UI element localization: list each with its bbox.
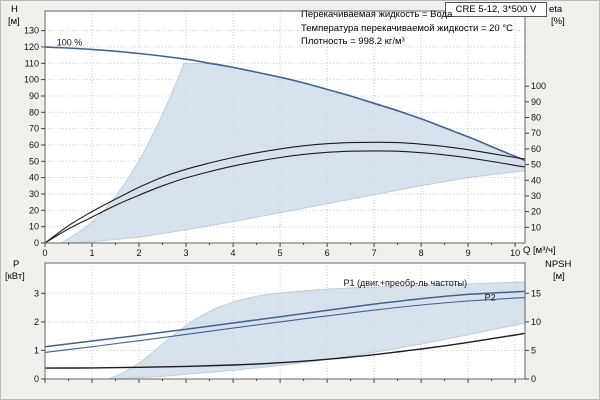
tick-label: 40	[29, 173, 39, 183]
tick-label: 60	[531, 144, 541, 154]
tick-label: 10	[531, 222, 541, 232]
tick-label: 50	[531, 160, 541, 170]
tick-label: 100	[24, 75, 39, 85]
operating-conditions: Перекачиваемая жидкость = Вода Температу…	[301, 8, 513, 49]
power-npsh-chart-border	[44, 262, 526, 380]
tick-label: 10	[29, 222, 39, 232]
tick-label: 80	[29, 107, 39, 117]
pump-model-label: CRE 5-12, 3*500 V	[445, 2, 547, 17]
tick-label: 15	[531, 288, 541, 298]
p-axis-unit: [кВт]	[5, 271, 25, 282]
npsh-axis-label: NPSH	[545, 259, 572, 270]
condition-density: Плотность = 998.2 кг/м³	[301, 36, 405, 47]
tick-label: 1	[34, 345, 39, 355]
tick-label: 5	[531, 345, 536, 355]
condition-temperature: Температура перекачиваемой жидкости = 20…	[301, 22, 513, 34]
tick-label: 10	[531, 317, 541, 327]
tick-label: 0	[34, 374, 39, 384]
tick-label: 90	[29, 91, 39, 101]
condition-fluid: Перекачиваемая жидкость = Вода	[301, 9, 453, 20]
p-axis-label: P	[13, 259, 20, 270]
tick-label: 110	[25, 58, 39, 68]
curve-label: P2	[485, 292, 496, 302]
curve-label: P1 (двиг.+преобр-ль частоты)	[344, 278, 468, 288]
tick-label: 80	[531, 113, 541, 123]
tick-label: 20	[29, 205, 39, 215]
eta-axis-unit: [%]	[551, 16, 565, 27]
tick-label: 9	[466, 248, 471, 258]
tick-label: 0	[531, 374, 536, 384]
eta-pump-curve	[44, 141, 526, 244]
tick-label: 70	[29, 124, 39, 134]
eta-axis-label: eta	[549, 4, 563, 15]
tick-label: 40	[531, 175, 541, 185]
npsh-axis-unit: [м]	[553, 271, 565, 282]
head-efficiency-chart-border	[44, 10, 526, 244]
tick-label: 70	[531, 128, 541, 138]
tick-label: 5	[278, 248, 283, 258]
curve-label: 100 %	[57, 37, 83, 47]
eta-pump-motor-curve	[44, 150, 526, 244]
q-axis-label: Q [м³/ч]	[523, 245, 556, 256]
tick-label: 2	[137, 248, 142, 258]
tick-label: 1	[90, 248, 95, 258]
npsh-curve	[44, 332, 526, 369]
tick-label: 2	[34, 317, 39, 327]
power-control-range	[108, 281, 526, 380]
h-axis-label: H	[11, 4, 18, 15]
tick-label: 0	[42, 248, 47, 258]
tick-label: 3	[184, 248, 189, 258]
tick-label: 4	[231, 248, 236, 258]
tick-label: 10	[510, 248, 520, 258]
tick-label: 100	[531, 81, 546, 91]
tick-label: 60	[29, 140, 39, 150]
tick-label: 6	[325, 248, 330, 258]
tick-label: 0	[34, 238, 39, 248]
tick-label: 3	[34, 288, 39, 298]
tick-label: 120	[24, 42, 39, 52]
p1-curve	[44, 290, 526, 348]
tick-label: 50	[29, 156, 39, 166]
h-axis-unit: [м]	[8, 16, 20, 27]
tick-label: 8	[419, 248, 424, 258]
tick-label: 130	[24, 26, 39, 36]
tick-label: 20	[531, 207, 541, 217]
p2-curve	[44, 297, 526, 353]
tick-label: 30	[29, 189, 39, 199]
tick-label: 30	[531, 191, 541, 201]
tick-label: 90	[531, 97, 541, 107]
tick-label: 7	[372, 248, 377, 258]
head-100pct-curve	[44, 46, 526, 162]
